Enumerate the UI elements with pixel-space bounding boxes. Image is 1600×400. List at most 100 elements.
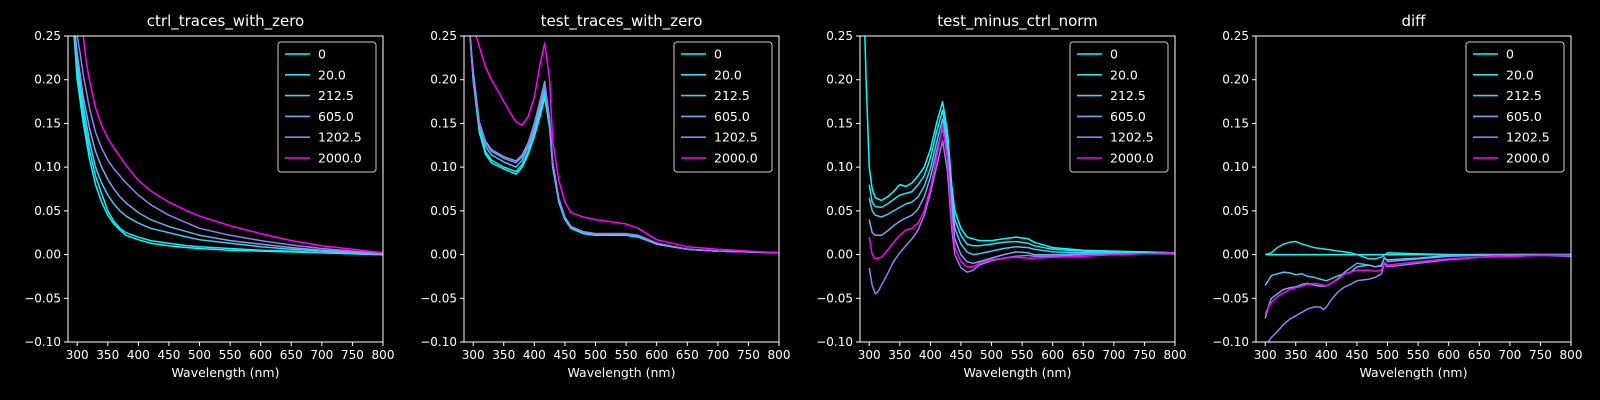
y-tick-label: −0.05 — [816, 291, 853, 305]
x-tick-label: 750 — [341, 348, 364, 362]
chart-title: test_minus_ctrl_norm — [937, 12, 1098, 31]
x-axis-label: Wavelength (nm) — [568, 365, 676, 380]
axes-frame — [859, 35, 1176, 343]
x-tick-label: 400 — [1315, 348, 1338, 362]
series-line-605.0 — [1264, 253, 1571, 319]
legend-entry: 20.0 — [1506, 67, 1534, 82]
y-tick-label: 0.00 — [34, 248, 61, 262]
x-tick-label: 300 — [858, 348, 881, 362]
x-tick-label: 500 — [584, 348, 607, 362]
y-tick-label: 0.25 — [430, 29, 457, 43]
y-tick-label: 0.00 — [430, 248, 457, 262]
chart-panel-3: test_minus_ctrl_norm 300 350 400 450 500 550 60… — [816, 12, 1186, 380]
legend: 0 20.0 212.5 605.0 1202.5 2000.0 — [1465, 41, 1565, 173]
y-tick-label: 0.00 — [826, 248, 853, 262]
x-tick-label: 300 — [1254, 348, 1277, 362]
y-tick-label: 0.10 — [430, 160, 457, 174]
chart-panel-4: diff 300 350 400 450 500 550 600 650 700 750 800 −0.… — [1212, 12, 1582, 380]
legend-entry: 2000.0 — [1110, 151, 1154, 166]
y-tick-label: 0.25 — [1222, 29, 1249, 43]
legend-entry: 20.0 — [1110, 67, 1138, 82]
x-tick-label: 550 — [1407, 348, 1430, 362]
x-tick-label: 800 — [1560, 348, 1583, 362]
series-line-0 — [73, 36, 383, 256]
x-tick-label: 600 — [645, 348, 668, 362]
x-tick-label: 700 — [706, 348, 729, 362]
series-group — [469, 36, 779, 254]
legend-entry: 20.0 — [714, 67, 742, 82]
y-tick-label: 0.10 — [34, 160, 61, 174]
x-tick-label: 450 — [1345, 348, 1368, 362]
series-line-2000.0 — [868, 124, 1175, 268]
axes-frame — [67, 35, 384, 343]
legend-entry: 212.5 — [714, 88, 750, 103]
y-tick-label: 0.05 — [430, 204, 457, 218]
legend-entry: 212.5 — [1506, 88, 1542, 103]
x-tick-label: 650 — [1468, 348, 1491, 362]
x-tick-label: 600 — [1041, 348, 1064, 362]
x-tick-label: 400 — [523, 348, 546, 362]
legend: 0 20.0 212.5 605.0 1202.5 2000.0 — [277, 41, 377, 173]
x-tick-label: 450 — [949, 348, 972, 362]
series-line-1202.5 — [469, 36, 779, 254]
x-tick-label: 650 — [280, 348, 303, 362]
x-tick-label: 400 — [127, 348, 150, 362]
legend-entry: 1202.5 — [1506, 130, 1550, 145]
y-tick-label: 0.20 — [34, 73, 61, 87]
x-tick-label: 450 — [553, 348, 576, 362]
series-line-20.0 — [73, 36, 383, 256]
y-tick-label: 0.25 — [826, 29, 853, 43]
x-tick-label: 600 — [1437, 348, 1460, 362]
x-tick-label: 350 — [96, 348, 119, 362]
x-tick-label: 700 — [310, 348, 333, 362]
x-tick-label: 750 — [1133, 348, 1156, 362]
x-tick-label: 500 — [188, 348, 211, 362]
legend-entry: 1202.5 — [318, 130, 362, 145]
x-tick-label: 700 — [1102, 348, 1125, 362]
series-group — [1264, 240, 1571, 342]
y-tick-label: 0.25 — [34, 29, 61, 43]
x-tick-label: 450 — [157, 348, 180, 362]
series-line-0 — [864, 36, 1175, 254]
y-tick-label: 0.20 — [1222, 73, 1249, 87]
chart-title: diff — [1401, 12, 1426, 30]
x-tick-label: 550 — [1011, 348, 1034, 362]
chart-title: test_traces_with_zero — [541, 12, 703, 31]
x-tick-label: 700 — [1498, 348, 1521, 362]
y-tick-label: 0.10 — [1222, 160, 1249, 174]
x-axis-label: Wavelength (nm) — [1360, 365, 1468, 380]
y-tick-label: −0.10 — [816, 335, 853, 349]
y-tick-label: −0.05 — [1212, 291, 1249, 305]
chart-title: ctrl_traces_with_zero — [147, 12, 304, 31]
y-tick-label: −0.05 — [420, 291, 457, 305]
y-tick-label: 0.20 — [430, 73, 457, 87]
x-tick-label: 550 — [615, 348, 638, 362]
x-tick-label: 800 — [768, 348, 791, 362]
legend-entry: 212.5 — [318, 88, 354, 103]
y-tick-label: −0.10 — [420, 335, 457, 349]
legend-entry: 2000.0 — [714, 151, 758, 166]
y-tick-label: 0.15 — [430, 116, 457, 130]
series-group — [73, 36, 383, 256]
x-tick-label: 800 — [1164, 348, 1187, 362]
y-tick-label: 0.05 — [34, 204, 61, 218]
y-tick-label: 0.05 — [1222, 204, 1249, 218]
x-tick-label: 550 — [219, 348, 242, 362]
series-line-2000.0 — [1264, 254, 1571, 315]
x-tick-label: 350 — [492, 348, 515, 362]
y-tick-label: 0.15 — [826, 116, 853, 130]
legend-entry: 605.0 — [1110, 109, 1146, 124]
x-axis-label: Wavelength (nm) — [964, 365, 1072, 380]
x-tick-label: 300 — [462, 348, 485, 362]
legend-entry: 2000.0 — [1506, 151, 1550, 166]
series-group — [864, 36, 1175, 295]
x-tick-label: 800 — [372, 348, 395, 362]
x-tick-label: 650 — [676, 348, 699, 362]
y-tick-label: −0.05 — [24, 291, 61, 305]
series-line-212.5 — [73, 36, 383, 256]
legend-entry: 0 — [1110, 47, 1118, 62]
x-tick-label: 400 — [919, 348, 942, 362]
x-tick-label: 600 — [249, 348, 272, 362]
legend-entry: 1202.5 — [714, 130, 758, 145]
legend: 0 20.0 212.5 605.0 1202.5 2000.0 — [1069, 41, 1169, 173]
